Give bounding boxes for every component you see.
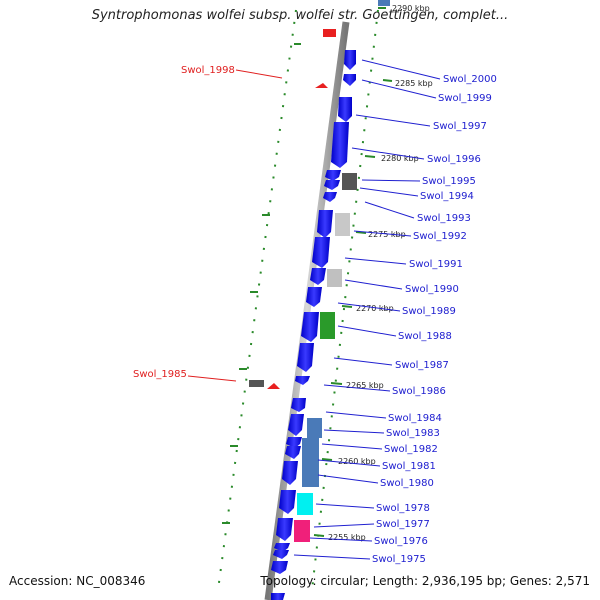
feature-gray-light[interactable] bbox=[327, 269, 342, 287]
kbp-label: 2255 kbp bbox=[328, 533, 366, 542]
kbp-label: 2275 kbp bbox=[368, 230, 406, 239]
gene-label-swol-1989[interactable]: Swol_1989 bbox=[402, 306, 456, 317]
feature-green[interactable] bbox=[320, 312, 335, 339]
gene-label-swol-1975[interactable]: Swol_1975 bbox=[372, 554, 426, 565]
feature-gray-dark[interactable] bbox=[249, 380, 264, 387]
cds-arrow[interactable] bbox=[297, 343, 314, 372]
cds-arrow[interactable] bbox=[271, 593, 285, 600]
cds-features[interactable] bbox=[249, 0, 390, 600]
right-gene-labels bbox=[293, 59, 441, 560]
cds-arrow[interactable] bbox=[324, 180, 340, 190]
gene-label-swol-1993[interactable]: Swol_1993 bbox=[417, 213, 471, 224]
gene-label-swol-1984[interactable]: Swol_1984 bbox=[388, 413, 442, 424]
gene-label-swol-1994[interactable]: Swol_1994 bbox=[420, 191, 474, 202]
gene-label-swol-1991[interactable]: Swol_1991 bbox=[409, 259, 463, 270]
gene-label-swol-1996[interactable]: Swol_1996 bbox=[427, 154, 481, 165]
cds-arrow[interactable] bbox=[295, 376, 310, 385]
gene-label-swol-1981[interactable]: Swol_1981 bbox=[382, 461, 436, 472]
feature-gray-dark[interactable] bbox=[342, 173, 357, 190]
map-title: Syntrophomonas wolfei subsp. wolfei str.… bbox=[91, 8, 509, 23]
feature-red-marker[interactable] bbox=[315, 83, 328, 88]
gene-label-swol-1998[interactable]: Swol_1998 bbox=[181, 65, 235, 76]
cds-arrow[interactable] bbox=[279, 490, 296, 514]
gene-label-swol-1983[interactable]: Swol_1983 bbox=[386, 428, 440, 439]
cds-arrow[interactable] bbox=[344, 50, 356, 70]
cds-arrow[interactable] bbox=[286, 437, 302, 448]
gene-label-swol-1985[interactable]: Swol_1985 bbox=[133, 369, 187, 380]
feature-blue-top[interactable] bbox=[378, 0, 390, 6]
kbp-label: 2265 kbp bbox=[346, 381, 384, 390]
left-gene-labels bbox=[187, 69, 283, 382]
gene-label-swol-1978[interactable]: Swol_1978 bbox=[376, 503, 430, 514]
kbp-ticks bbox=[313, 7, 393, 537]
cds-arrow[interactable] bbox=[301, 312, 319, 342]
cds-arrow[interactable] bbox=[338, 97, 352, 122]
gene-label-swol-1999[interactable]: Swol_1999 bbox=[438, 93, 492, 104]
cds-arrow[interactable] bbox=[288, 414, 304, 436]
feature-steelblue[interactable] bbox=[307, 418, 322, 438]
gene-label-swol-1995[interactable]: Swol_1995 bbox=[422, 176, 476, 187]
feature-red-marker[interactable] bbox=[267, 383, 280, 389]
gene-label-swol-1992[interactable]: Swol_1992 bbox=[413, 231, 467, 242]
gene-label-swol-1977[interactable]: Swol_1977 bbox=[376, 519, 430, 530]
outer-dotted-ring-right bbox=[311, 9, 379, 591]
inner-ring-marks bbox=[222, 43, 301, 524]
cds-arrow[interactable] bbox=[274, 543, 290, 552]
feature-gray-light[interactable] bbox=[335, 213, 350, 236]
outer-dotted-ring-left bbox=[217, 9, 297, 591]
kbp-label: 2280 kbp bbox=[381, 154, 419, 163]
cds-arrow[interactable] bbox=[276, 518, 293, 541]
gene-label-swol-1986[interactable]: Swol_1986 bbox=[392, 386, 446, 397]
gene-label-swol-1987[interactable]: Swol_1987 bbox=[395, 360, 449, 371]
cds-arrow[interactable] bbox=[343, 74, 356, 86]
cds-arrow[interactable] bbox=[271, 561, 288, 574]
gene-label-swol-1988[interactable]: Swol_1988 bbox=[398, 331, 452, 342]
feature-magenta[interactable] bbox=[294, 520, 310, 542]
cds-arrow[interactable] bbox=[312, 237, 330, 268]
kbp-label: 2290 kbp bbox=[392, 4, 430, 13]
kbp-label: 2270 kbp bbox=[356, 304, 394, 313]
feature-steelblue[interactable] bbox=[302, 438, 319, 487]
cds-arrow[interactable] bbox=[282, 461, 298, 485]
kbp-label: 2285 kbp bbox=[395, 79, 433, 88]
cds-arrow[interactable] bbox=[331, 122, 349, 168]
cds-arrow[interactable] bbox=[323, 192, 337, 202]
topology-stats: Topology: circular; Length: 2,936,195 bp… bbox=[260, 574, 590, 588]
gene-label-swol-1976[interactable]: Swol_1976 bbox=[374, 536, 428, 547]
cds-arrow[interactable] bbox=[291, 398, 306, 412]
cds-arrow[interactable] bbox=[306, 287, 322, 307]
gene-label-swol-1982[interactable]: Swol_1982 bbox=[384, 444, 438, 455]
gene-label-swol-2000[interactable]: Swol_2000 bbox=[443, 74, 497, 85]
gene-label-swol-1990[interactable]: Swol_1990 bbox=[405, 284, 459, 295]
cds-arrow[interactable] bbox=[310, 268, 326, 285]
feature-red-top[interactable] bbox=[323, 29, 336, 37]
feature-cyan[interactable] bbox=[297, 493, 313, 515]
cds-arrow[interactable] bbox=[325, 170, 341, 181]
gene-label-swol-1997[interactable]: Swol_1997 bbox=[433, 121, 487, 132]
cds-arrow[interactable] bbox=[273, 550, 289, 559]
gene-label-swol-1980[interactable]: Swol_1980 bbox=[380, 478, 434, 489]
cds-arrow[interactable] bbox=[317, 210, 333, 238]
accession-text: Accession: NC_008346 bbox=[9, 574, 146, 588]
kbp-label: 2260 kbp bbox=[338, 457, 376, 466]
cds-arrow[interactable] bbox=[285, 446, 301, 459]
